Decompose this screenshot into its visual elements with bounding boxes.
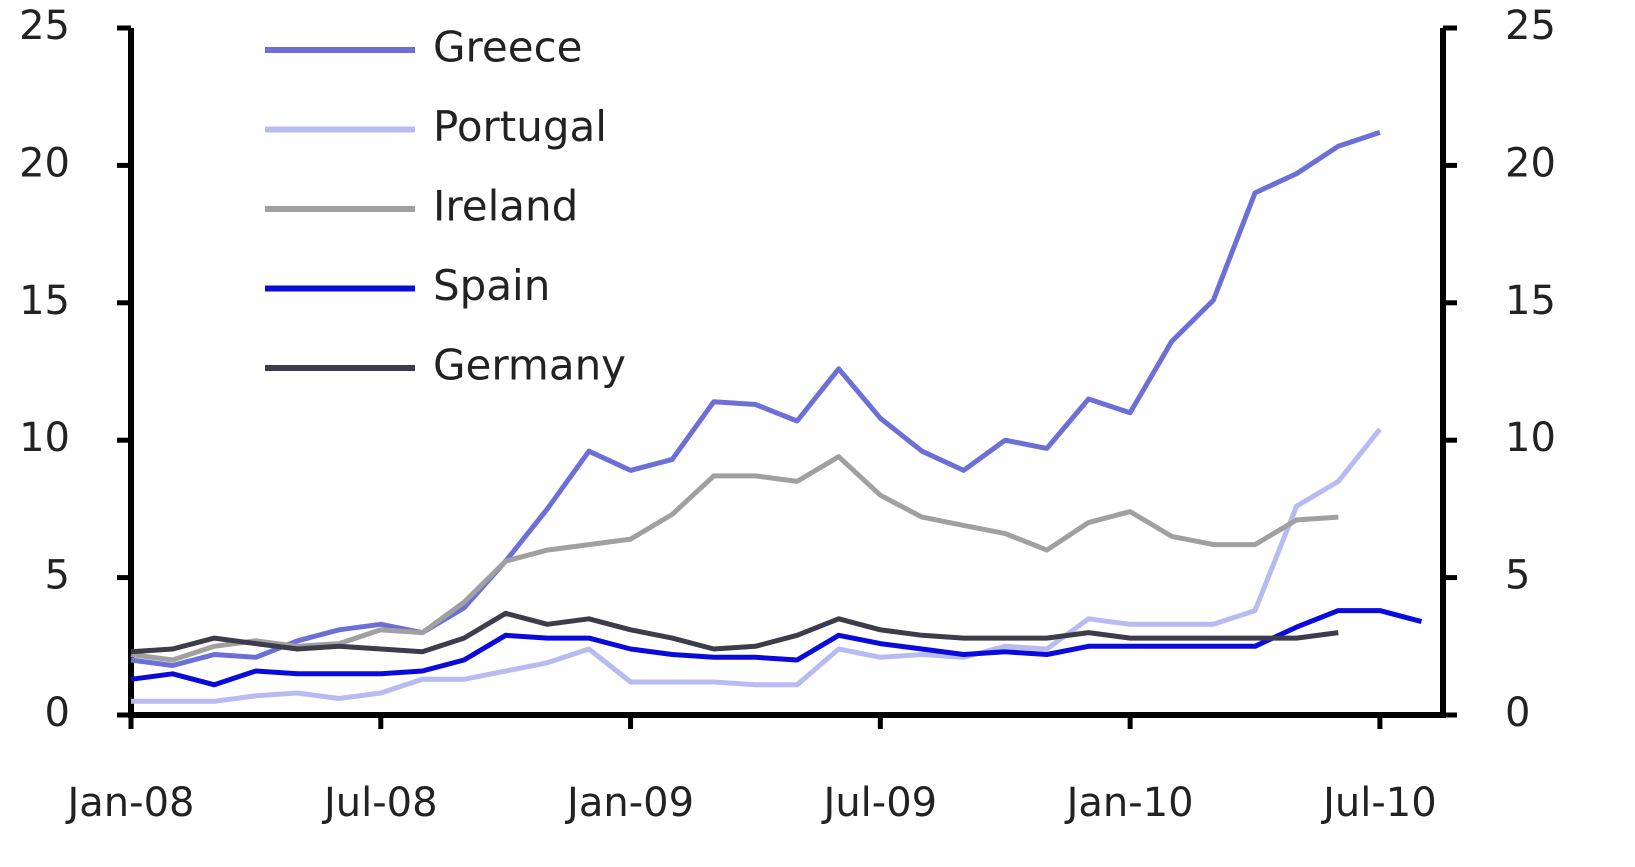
- legend-label: Portugal: [433, 102, 607, 151]
- legend-label: Ireland: [433, 182, 578, 231]
- y2-tick-label: 25: [1505, 3, 1556, 49]
- y2-tick-label: 10: [1505, 415, 1556, 461]
- y2-tick-label: 5: [1505, 553, 1530, 599]
- legend-label: Spain: [433, 261, 550, 310]
- x-tick-label: Jul-10: [1320, 780, 1437, 826]
- y-tick-label: 0: [45, 690, 70, 736]
- y-tick-label: 15: [19, 278, 70, 324]
- y-tick-label: 5: [45, 553, 70, 599]
- series-line: [130, 454, 1339, 663]
- y-tick-label: 20: [19, 140, 70, 186]
- legend-label: Greece: [433, 23, 583, 72]
- y-tick-label: 25: [19, 3, 70, 49]
- y2-tick-label: 20: [1505, 140, 1556, 186]
- x-tick-label: Jul-08: [321, 780, 438, 826]
- series-line: [130, 610, 1339, 655]
- y2-tick-label: 15: [1505, 278, 1556, 324]
- x-tick-label: Jan-10: [1064, 780, 1194, 826]
- x-tick-label: Jan-08: [65, 780, 195, 826]
- legend-label: Germany: [433, 341, 626, 390]
- series-line: [131, 427, 1382, 704]
- series-line: [130, 130, 1381, 668]
- x-tick-label: Jan-09: [564, 780, 694, 826]
- y2-tick-label: 0: [1505, 690, 1530, 736]
- series-line: [130, 608, 1423, 688]
- y-tick-label: 10: [19, 415, 70, 461]
- x-tick-label: Jul-09: [821, 780, 938, 826]
